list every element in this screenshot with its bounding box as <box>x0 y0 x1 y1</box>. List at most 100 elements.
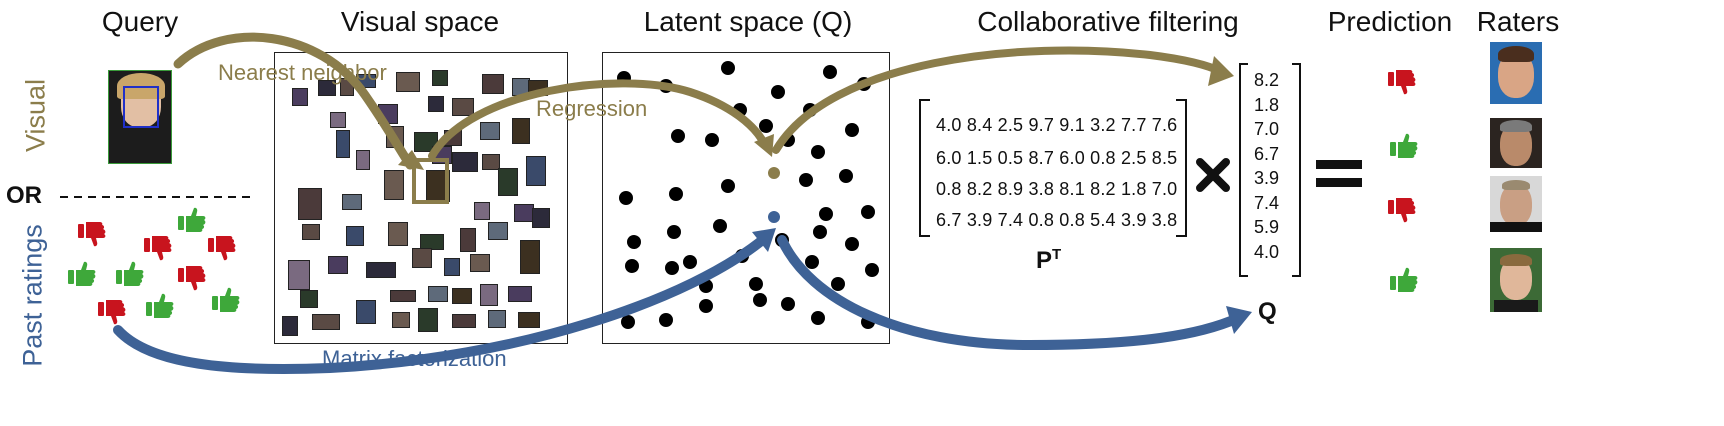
latent-point <box>839 169 853 183</box>
latent-point <box>811 311 825 325</box>
visual-space-thumbnail <box>470 254 490 272</box>
prediction-thumbs-up-icon <box>1390 267 1418 292</box>
vector-q-label: Q <box>1258 298 1277 325</box>
query-face-image <box>108 70 172 164</box>
rater-face-image <box>1490 248 1542 312</box>
matrix-right-bracket <box>1176 99 1187 237</box>
latent-point <box>831 277 845 291</box>
latent-point <box>759 119 773 133</box>
matrix-row: 0.8 8.2 8.9 3.8 8.1 8.2 1.8 7.0 <box>936 179 1178 199</box>
latent-point <box>753 293 767 307</box>
past-rating-thumbs-up-icon <box>68 261 96 286</box>
visual-space-thumbnail <box>288 260 310 290</box>
latent-point <box>667 225 681 239</box>
latent-point <box>749 277 763 291</box>
vector-q-value: 7.0 <box>1254 119 1280 139</box>
latent-to-q-arrow <box>772 46 1226 154</box>
header-collaborative-filtering: Collaborative filtering <box>977 6 1239 37</box>
latent-point <box>861 205 875 219</box>
latent-point <box>619 191 633 205</box>
visual-space-thumbnail <box>488 310 506 328</box>
past-rating-thumbs-up-icon <box>178 207 206 232</box>
regression-label: Regression <box>536 96 648 121</box>
past-rating-thumbs-down-icon <box>208 236 236 261</box>
past-rating-thumbs-up-icon <box>116 261 144 286</box>
prediction-thumbs-down-icon <box>1388 70 1416 95</box>
visual-space-thumbnail <box>412 248 432 268</box>
past-rating-thumbs-up-icon <box>146 293 174 318</box>
visual-space-thumbnail <box>356 300 376 324</box>
visual-space-thumbnail <box>388 222 408 246</box>
latent-point <box>819 207 833 221</box>
header-visual-space: Visual space <box>340 6 500 37</box>
latent-point <box>665 261 679 275</box>
matrix-left-bracket <box>919 99 930 237</box>
regression-arrow <box>428 79 769 160</box>
visual-space-thumbnail <box>366 262 396 278</box>
visual-space-thumbnail <box>520 240 540 274</box>
rater-face-image <box>1490 118 1542 168</box>
vector-q-value: 7.4 <box>1254 192 1280 213</box>
latent-point <box>771 85 785 99</box>
header-prediction: Prediction <box>1327 6 1453 37</box>
visual-space-thumbnail <box>532 208 550 228</box>
visual-space-thumbnail <box>390 290 416 302</box>
visual-space-thumbnail <box>452 98 474 116</box>
vector-right-bracket <box>1292 63 1301 277</box>
visual-space-thumbnail <box>302 224 320 240</box>
latent-point <box>627 235 641 249</box>
past-rating-thumbs-down-icon <box>178 266 206 291</box>
prediction-thumbs-up-icon <box>1390 133 1418 158</box>
latent-point <box>625 259 639 273</box>
visual-space-thumbnail <box>330 112 346 128</box>
vector-q-value: 3.9 <box>1254 168 1280 188</box>
latent-point <box>699 299 713 313</box>
visual-space-thumbnail <box>312 314 340 330</box>
regression-arrowhead <box>754 134 774 157</box>
visual-space-thumbnail <box>518 312 540 328</box>
header-query: Query <box>101 6 179 37</box>
latent-point <box>721 61 735 75</box>
header-raters: Raters <box>1476 6 1560 37</box>
nearest-neighbor-arrow <box>173 32 415 170</box>
latent-point <box>671 129 685 143</box>
latent-point <box>781 297 795 311</box>
visual-space-thumbnail <box>432 70 448 86</box>
matrix-row: 6.7 3.9 7.4 0.8 0.8 5.4 3.9 3.8 <box>936 210 1178 230</box>
latent-point <box>683 255 697 269</box>
rater-face-image <box>1490 176 1542 232</box>
visual-space-thumbnail <box>396 72 420 92</box>
past-rating-thumbs-down-icon <box>144 236 172 261</box>
latent-point <box>659 313 673 327</box>
vector-q-value: 6.7 <box>1254 143 1280 164</box>
past-rating-thumbs-down-icon <box>98 300 126 325</box>
nearest-neighbor-arrowhead <box>398 150 424 170</box>
latent-point <box>621 315 635 329</box>
header-latent-space: Latent space (Q) <box>643 6 853 37</box>
matrix-p-label: PT <box>1036 246 1062 274</box>
multiply-operator <box>1196 158 1230 192</box>
visual-space-thumbnail <box>480 122 500 140</box>
latent-point <box>823 65 837 79</box>
visual-space-thumbnail <box>346 226 364 246</box>
vector-q-value: 5.9 <box>1254 217 1280 237</box>
visual-space-thumbnail <box>474 202 490 220</box>
matrix-row: 4.0 8.4 2.5 9.7 9.1 3.2 7.7 7.6 <box>936 115 1178 135</box>
visual-space-thumbnail <box>444 258 460 276</box>
latent-point <box>799 173 813 187</box>
past-rating-thumbs-down-icon <box>78 222 106 247</box>
past-rating-thumbs-up-icon <box>212 287 240 312</box>
equals-operator <box>1316 160 1362 187</box>
nearest-neighbor-highlight <box>412 158 449 204</box>
visual-space-thumbnail <box>480 284 498 306</box>
visual-space-thumbnail <box>328 256 348 274</box>
visual-space-thumbnail <box>428 286 448 302</box>
matrix-row: 6.0 1.5 0.5 8.7 6.0 0.8 2.5 8.5 <box>936 148 1178 168</box>
or-label: OR <box>6 182 42 209</box>
visual-space-thumbnail <box>482 74 504 94</box>
matrix-factorization-arrowhead <box>752 228 776 252</box>
latent-point <box>811 145 825 159</box>
vector-q-value: 4.0 <box>1254 241 1280 262</box>
visual-space-thumbnail <box>452 314 476 328</box>
